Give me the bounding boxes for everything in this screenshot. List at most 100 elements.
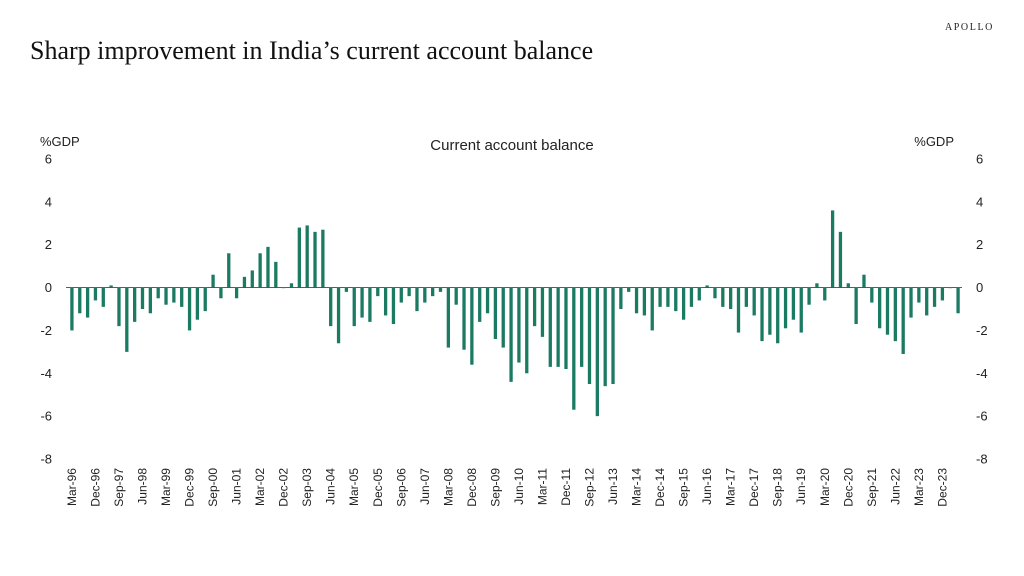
x-tick-label: Dec-02: [277, 468, 291, 507]
x-tick-label: Jun-01: [230, 468, 244, 505]
bar-Jun-24: [956, 287, 960, 314]
bar-Mar-18: [760, 287, 764, 342]
bar-Mar-02: [258, 253, 262, 288]
bar-Sep-10: [525, 287, 529, 374]
x-tick-label: Mar-02: [253, 468, 267, 506]
bar-Dec-97: [125, 287, 129, 352]
bar-Mar-99: [164, 287, 168, 305]
bar-Dec-15: [689, 287, 694, 307]
bar-Mar-23: [917, 287, 921, 303]
bar-Dec-09: [501, 287, 505, 348]
bar-Jun-17: [736, 287, 741, 333]
bar-series: [70, 210, 960, 417]
x-tick-label: Jun-98: [136, 468, 150, 505]
bar-Dec-02: [282, 287, 286, 289]
x-tick-label: Dec-05: [371, 468, 385, 507]
bar-Dec-14: [658, 287, 662, 307]
y-tick-label-left: -6: [40, 409, 52, 424]
y-tick-label-left: 4: [45, 194, 52, 209]
bar-Dec-19: [815, 283, 819, 288]
bar-Sep-16: [713, 287, 717, 299]
bar-Mar-04: [321, 229, 325, 288]
bar-Jun-05: [360, 287, 364, 318]
bar-Jun-16: [705, 285, 709, 288]
x-tick-label: Mar-14: [630, 468, 644, 506]
x-tick-label: Jun-16: [700, 468, 714, 505]
bar-Dec-96: [93, 287, 98, 301]
x-tick-label: Sep-06: [394, 468, 408, 507]
chart-title: Current account balance: [430, 137, 593, 154]
bar-Dec-06: [407, 287, 411, 297]
bar-Jun-22: [893, 287, 897, 342]
x-tick-label: Mar-96: [65, 468, 79, 506]
bar-Jun-06: [391, 287, 396, 324]
y-tick-label-left: -8: [40, 452, 52, 467]
y-tick-label-left: 6: [45, 152, 52, 167]
x-tick-label: Dec-17: [747, 468, 761, 507]
y-axis-label-right: %GDP: [914, 134, 954, 149]
x-tick-label: Jun-13: [606, 468, 620, 505]
bar-Mar-01: [227, 253, 231, 288]
bar-Sep-15: [681, 287, 686, 320]
bar-Sep-20: [838, 231, 843, 288]
y-tick-label-left: -2: [40, 323, 52, 338]
bar-Dec-17: [752, 287, 756, 316]
bar-Sep-18: [776, 287, 780, 344]
bar-Mar-11: [540, 287, 545, 337]
bar-Mar-12: [572, 287, 576, 410]
bar-Sep-01: [242, 276, 247, 288]
x-tick-label: Mar-20: [818, 468, 832, 506]
y-ticks-right: 6 4 2 0 -2 -4 -6 -8: [976, 152, 988, 467]
bar-Jun-99: [172, 287, 176, 303]
bar-Jun-98: [140, 287, 145, 309]
bar-Jun-02: [266, 246, 270, 288]
bar-Mar-16: [697, 287, 701, 301]
bar-Mar-15: [666, 287, 670, 307]
bar-Sep-23: [932, 287, 937, 307]
bar-Mar-10: [509, 287, 513, 382]
x-tick-label: Mar-05: [347, 468, 361, 506]
x-tick-label: Mar-17: [724, 468, 738, 506]
bar-Mar-96: [70, 287, 74, 331]
bar-Mar-98: [133, 287, 137, 322]
x-tick-label: Sep-09: [488, 468, 502, 507]
bar-Dec-03: [313, 231, 317, 288]
x-tick-labels: Mar-96 Dec-96 Sep-97 Jun-98 Mar-99 Dec-99 Sep-…: [65, 468, 949, 507]
bar-Dec-16: [721, 287, 725, 307]
bar-Sep-07: [431, 287, 435, 297]
x-tick-label: Dec-11: [559, 468, 573, 506]
x-tick-label: Dec-96: [88, 468, 102, 507]
x-tick-label: Sep-12: [583, 468, 597, 507]
y-tick-label-left: 0: [45, 280, 52, 295]
bar-Mar-14: [634, 287, 639, 314]
bar-Sep-08: [462, 287, 466, 350]
bar-Sep-02: [274, 261, 278, 288]
x-tick-label: Jun-22: [888, 468, 902, 505]
bar-Sep-21: [870, 287, 874, 303]
bar-Sep-03: [305, 225, 309, 288]
bar-Mar-06: [383, 287, 388, 316]
x-tick-label: Jun-19: [794, 468, 808, 505]
x-tick-label: Dec-23: [935, 468, 949, 507]
bar-Jun-21: [862, 274, 866, 288]
bar-Sep-19: [807, 287, 811, 305]
bar-Dec-18: [783, 287, 788, 329]
bar-Dec-13: [627, 287, 631, 292]
bar-Jun-19: [799, 287, 803, 333]
bar-Dec-12: [595, 287, 599, 417]
bar-Jun-14: [642, 287, 647, 316]
x-tick-label: Dec-20: [841, 468, 855, 507]
x-tick-label: Sep-21: [865, 468, 879, 507]
bar-Dec-10: [532, 287, 537, 327]
x-tick-label: Dec-99: [183, 468, 197, 507]
bar-Mar-17: [729, 287, 733, 309]
bar-Dec-21: [878, 287, 882, 329]
x-tick-label: Jun-10: [512, 468, 526, 505]
bar-Jun-00: [203, 287, 207, 312]
bar-Jun-10: [517, 287, 521, 363]
bar-Sep-00: [211, 274, 215, 288]
bar-Jun-07: [423, 287, 427, 303]
bar-Jun-23: [925, 287, 929, 316]
bar-Sep-12: [587, 287, 592, 384]
bar-Mar-03: [289, 283, 294, 288]
